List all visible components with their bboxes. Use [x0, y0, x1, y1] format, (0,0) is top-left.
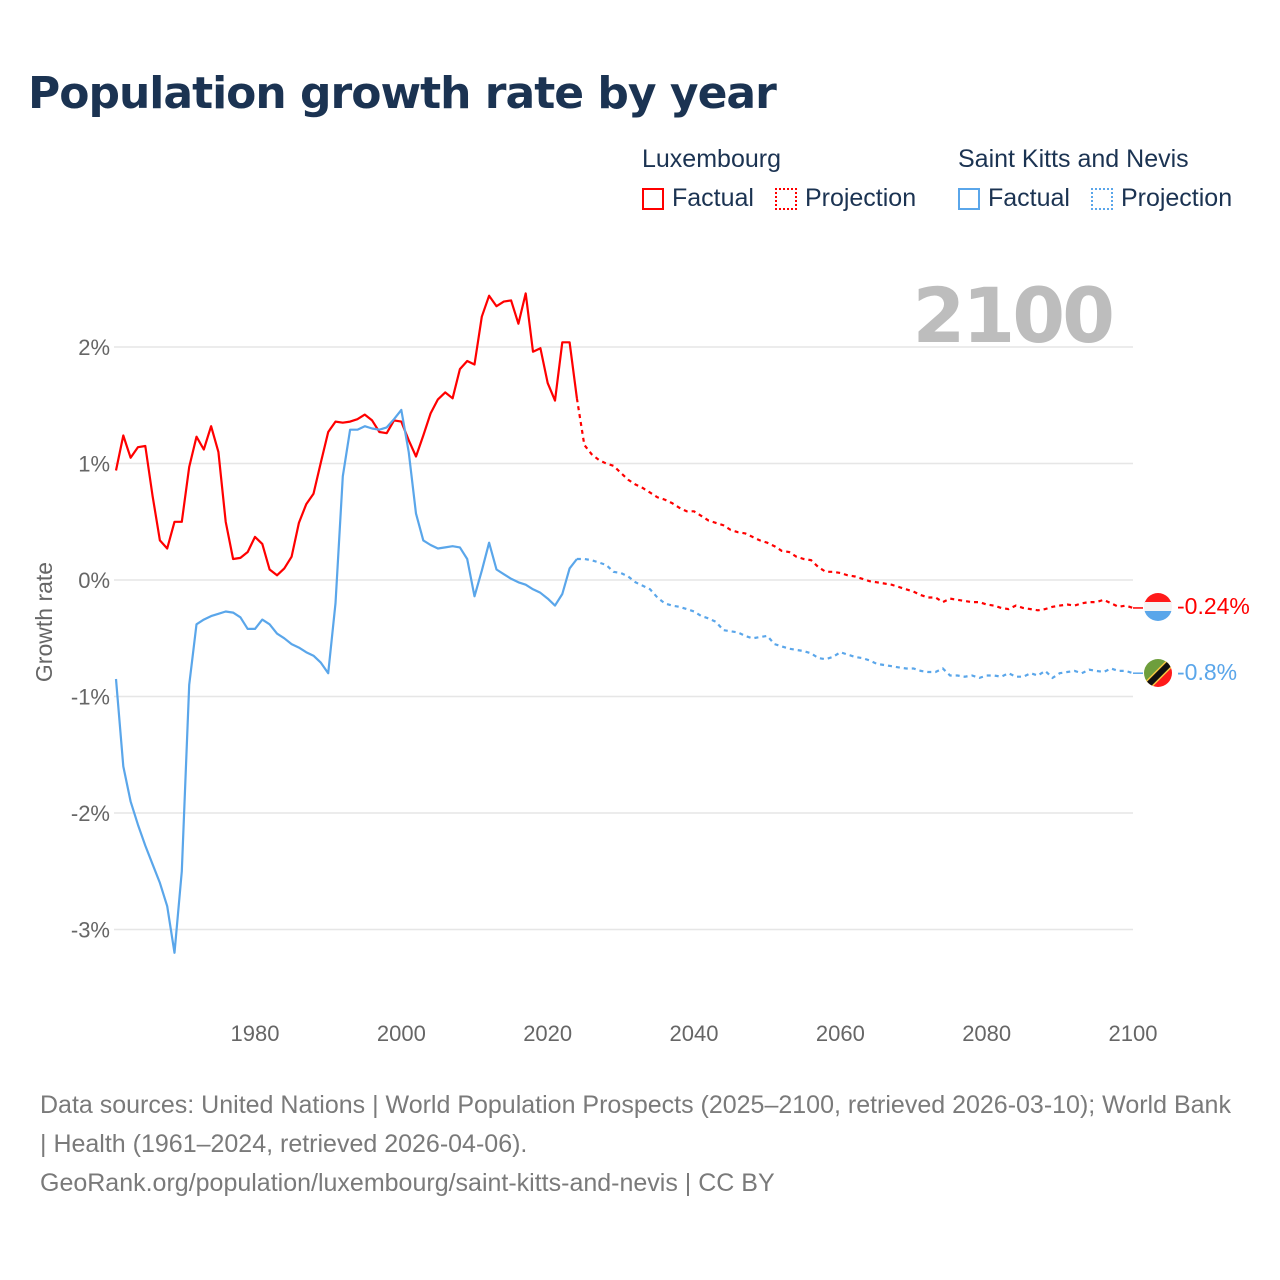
legend-item-projection[interactable]: Projection [1090, 184, 1233, 213]
gridlines [114, 346, 1133, 931]
year-display: 2100 [912, 271, 1112, 360]
x-tick-label: 2040 [670, 1021, 719, 1046]
legend-item-projection[interactable]: Projection [774, 184, 917, 213]
x-tick-label: 2060 [816, 1021, 865, 1046]
legend-swatch-solid [642, 187, 664, 210]
luxembourg-end-label: -0.24% [1177, 593, 1250, 619]
data-sources: Data sources: United Nations | World Pop… [40, 1091, 1231, 1158]
legend-item-factual[interactable]: Factual [642, 184, 754, 213]
legend-label: Factual [988, 184, 1070, 212]
legend-saint-kitts-and-nevis: Saint Kitts and Nevis Factual Projection [958, 145, 1246, 217]
saint-kitts-and-nevis-factual-line [114, 408, 578, 954]
y-axis-label: Growth rate [31, 562, 57, 682]
footer: Data sources: United Nations | World Pop… [40, 1086, 1240, 1203]
x-tick-label: 2000 [377, 1021, 426, 1046]
series-lines [114, 292, 1143, 954]
legend-group-name: Saint Kitts and Nevis [958, 145, 1189, 173]
luxembourg-flag-icon [1144, 593, 1172, 621]
luxembourg-factual-line [114, 292, 578, 577]
saint-kitts-and-nevis-end-label: -0.8% [1177, 659, 1237, 685]
source-link[interactable]: GeoRank.org/population/luxembourg/saint-… [40, 1169, 775, 1197]
y-tick-label: -2% [71, 801, 110, 826]
legend-label: Factual [672, 184, 754, 212]
legend-swatch-solid [958, 187, 980, 210]
legend-swatch-dotted [1090, 187, 1113, 210]
y-tick-label: -3% [71, 918, 110, 943]
y-tick-label: 1% [78, 452, 110, 477]
saint-kitts-and-nevis-flag-icon [1144, 659, 1172, 687]
x-tick-label: 2100 [1109, 1021, 1158, 1046]
x-tick-label: 1980 [231, 1021, 280, 1046]
legend-label: Projection [1120, 184, 1233, 212]
legend-luxembourg: Luxembourg Factual Projection [642, 145, 930, 217]
legend-swatch-dotted [774, 187, 797, 210]
y-tick-label: -1% [71, 685, 110, 710]
y-axis-ticks: 2% 1% 0% -1% -2% -3% [71, 335, 110, 943]
y-tick-label: 0% [78, 568, 110, 593]
legend-group-name: Luxembourg [642, 145, 781, 173]
saint-kitts-and-nevis-projection-line [576, 557, 1134, 680]
x-axis-ticks: 1980 2000 2020 2040 2060 2080 2100 [231, 1021, 1158, 1046]
x-tick-label: 2020 [523, 1021, 572, 1046]
luxembourg-projection-line [575, 398, 1134, 612]
legend-item-factual[interactable]: Factual [958, 184, 1070, 213]
y-tick-label: 2% [78, 335, 110, 360]
legend-label: Projection [804, 184, 917, 212]
x-tick-label: 2080 [962, 1021, 1011, 1046]
page-title: Population growth rate by year [28, 68, 777, 119]
